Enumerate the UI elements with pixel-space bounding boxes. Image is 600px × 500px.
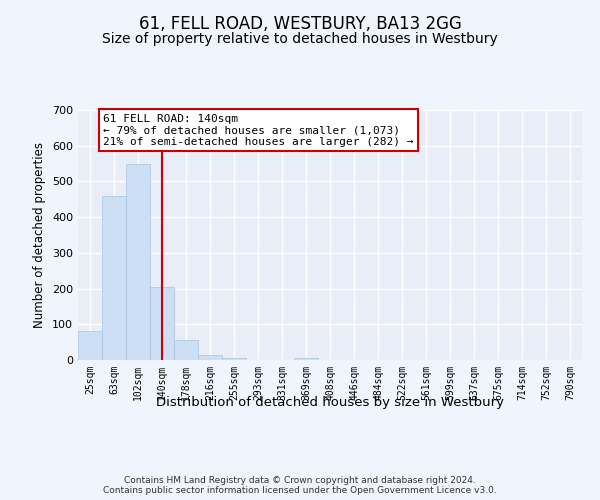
Text: 61, FELL ROAD, WESTBURY, BA13 2GG: 61, FELL ROAD, WESTBURY, BA13 2GG — [139, 15, 461, 33]
Bar — [102, 196, 126, 360]
Bar — [294, 358, 318, 360]
Text: Distribution of detached houses by size in Westbury: Distribution of detached houses by size … — [156, 396, 504, 409]
Text: Size of property relative to detached houses in Westbury: Size of property relative to detached ho… — [102, 32, 498, 46]
Bar — [78, 332, 102, 360]
Text: Contains HM Land Registry data © Crown copyright and database right 2024.
Contai: Contains HM Land Registry data © Crown c… — [103, 476, 497, 495]
Text: 61 FELL ROAD: 140sqm
← 79% of detached houses are smaller (1,073)
21% of semi-de: 61 FELL ROAD: 140sqm ← 79% of detached h… — [103, 114, 414, 147]
Bar — [222, 358, 246, 360]
Bar — [198, 355, 222, 360]
Bar — [126, 164, 150, 360]
Bar — [174, 340, 198, 360]
Y-axis label: Number of detached properties: Number of detached properties — [34, 142, 46, 328]
Bar — [150, 287, 174, 360]
